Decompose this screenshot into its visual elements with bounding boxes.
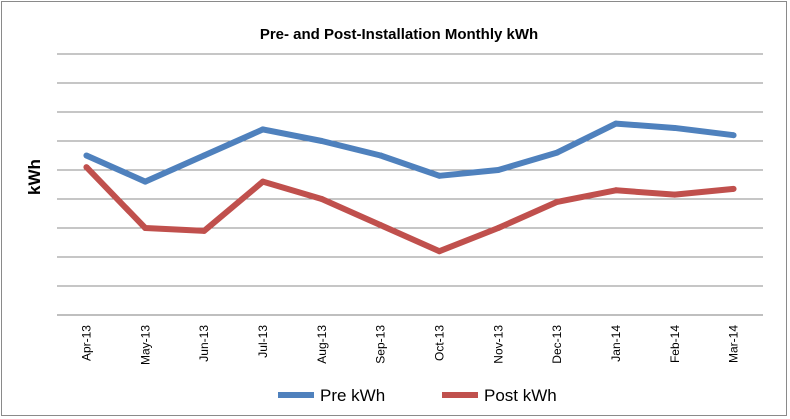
data-point bbox=[730, 185, 737, 192]
data-point bbox=[612, 120, 619, 127]
x-tick-label: Mar-14 bbox=[727, 325, 741, 363]
x-tick-label: Dec-13 bbox=[550, 325, 564, 364]
data-point bbox=[612, 187, 619, 194]
y-axis-label: kWh bbox=[25, 159, 44, 195]
chart-title: Pre- and Post-Installation Monthly kWh bbox=[260, 26, 538, 43]
data-point bbox=[495, 167, 502, 173]
data-point bbox=[259, 178, 266, 185]
x-tick-label: Feb-14 bbox=[668, 325, 682, 363]
series-line bbox=[85, 120, 734, 185]
legend-label: Pre kWh bbox=[320, 386, 385, 405]
data-point bbox=[671, 124, 678, 131]
data-point bbox=[259, 126, 266, 133]
data-point bbox=[671, 191, 678, 198]
series-lines bbox=[83, 120, 737, 255]
data-point bbox=[142, 178, 149, 185]
x-tick-label: Apr-13 bbox=[79, 325, 93, 361]
x-tick-label: Oct-13 bbox=[432, 325, 446, 361]
gridlines bbox=[57, 53, 763, 316]
series-line bbox=[84, 165, 734, 255]
data-point bbox=[201, 152, 208, 159]
data-point bbox=[142, 225, 149, 231]
x-tick-label: Jul-13 bbox=[256, 325, 270, 358]
data-point bbox=[377, 152, 384, 159]
data-point bbox=[554, 149, 561, 156]
data-point bbox=[83, 152, 90, 159]
legend-label: Post kWh bbox=[484, 386, 557, 405]
data-point bbox=[201, 227, 208, 234]
x-tick-label: Sep-13 bbox=[374, 325, 388, 364]
x-tick-label: Jun-13 bbox=[197, 325, 211, 362]
x-tick-label: May-13 bbox=[138, 325, 152, 365]
data-point bbox=[436, 248, 443, 255]
x-axis-ticks: Apr-13 May-13 Jun-13 Jul-13 Aug-13 Sep-13 Oct-… bbox=[79, 325, 740, 365]
data-point bbox=[554, 198, 561, 205]
x-tick-label: Nov-13 bbox=[491, 325, 505, 364]
data-point bbox=[730, 132, 737, 139]
data-point bbox=[495, 225, 502, 231]
legend: Pre kWh Post kWh bbox=[278, 386, 557, 405]
x-tick-label: Jan-14 bbox=[609, 325, 623, 362]
data-point bbox=[318, 196, 325, 202]
x-tick-label: Aug-13 bbox=[315, 325, 329, 364]
data-point bbox=[377, 222, 384, 229]
data-point bbox=[83, 164, 90, 171]
data-point bbox=[436, 172, 443, 179]
data-point bbox=[318, 138, 325, 144]
